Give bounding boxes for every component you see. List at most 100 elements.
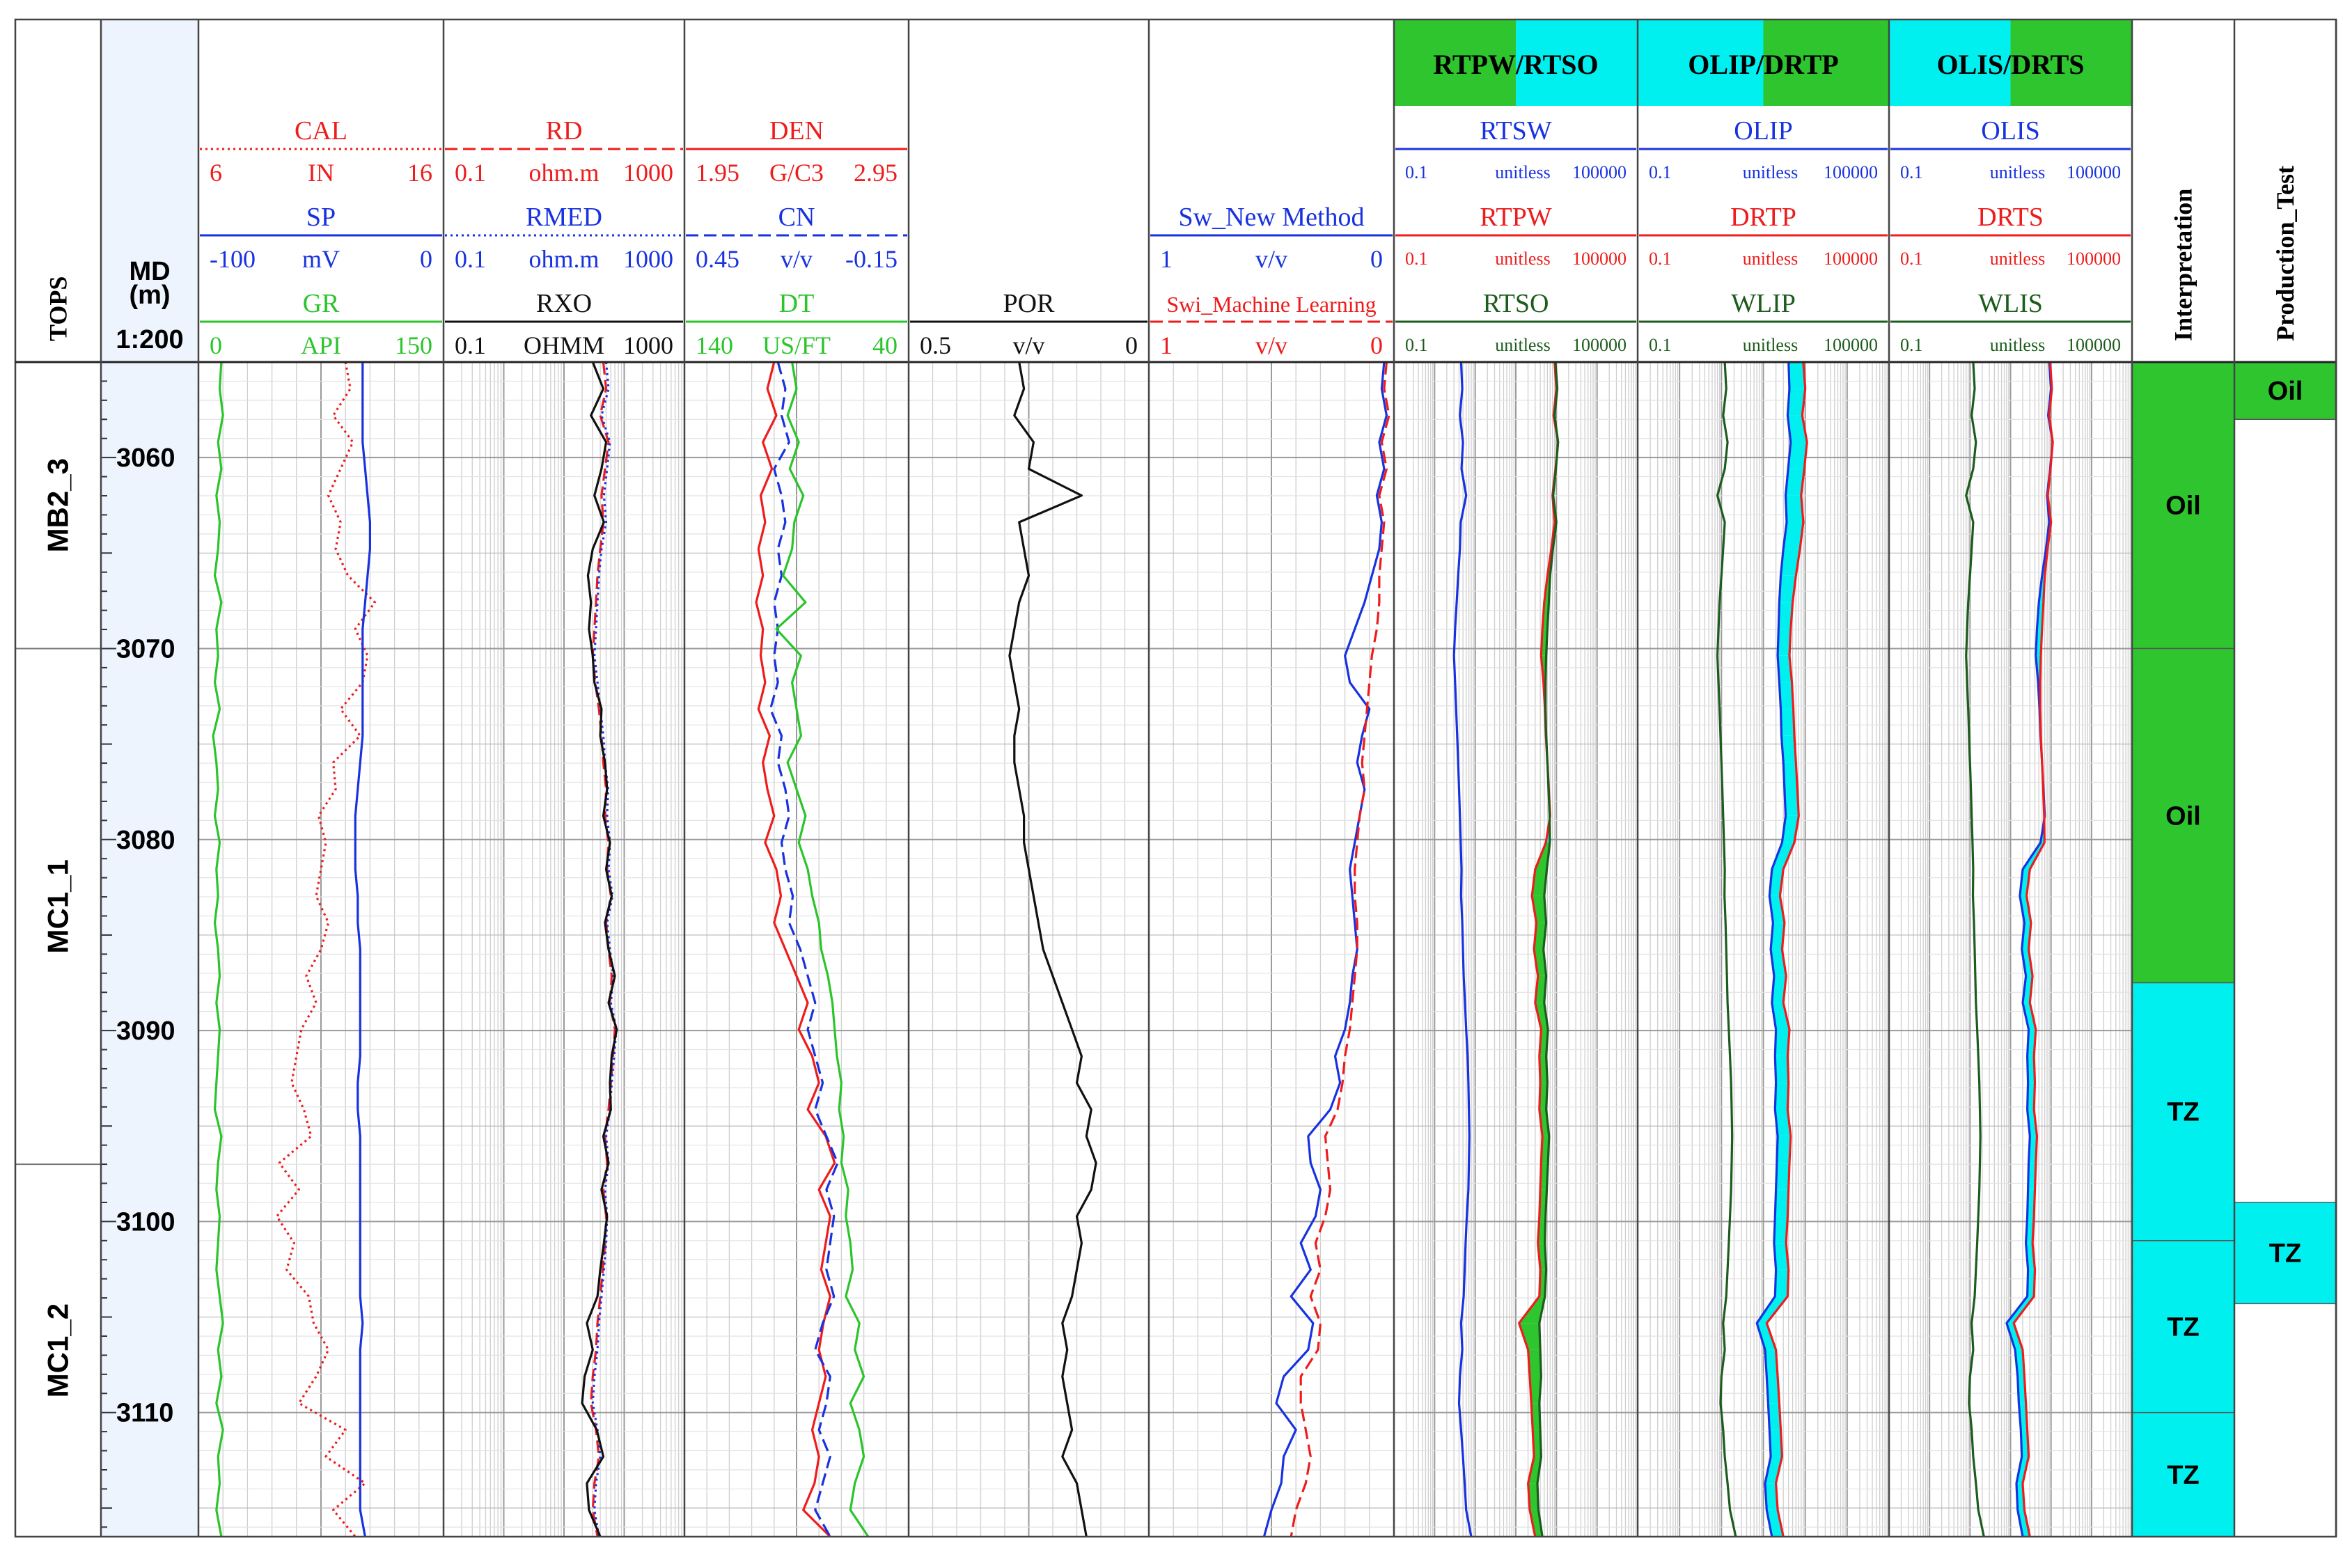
curve-header-drtp-min: 0.1 (1649, 249, 1672, 269)
curve-header-drtp-unit: unitless (1743, 249, 1798, 269)
curve-header-drts-max: 100000 (2067, 249, 2121, 269)
track-7-fill-segment (1771, 923, 1785, 950)
interpretation-interval-label: TZ (2167, 1098, 2199, 1127)
curve-header-wlis-name: WLIS (1978, 289, 2043, 318)
curve-header-gr-name: GR (303, 289, 340, 318)
track-7-fill-segment (1775, 1269, 1789, 1296)
track-7-fill-segment (1783, 762, 1798, 790)
curve-header-rxo-max: 1000 (623, 331, 673, 359)
track-7-fill-segment (1773, 1243, 1789, 1270)
curve-header-sw-new-method-max: 0 (1370, 245, 1383, 273)
depth-tick-label: 3110 (116, 1399, 173, 1428)
depth-tick-label: 3090 (116, 1017, 175, 1046)
production-test-header: Production_Test (2271, 166, 2299, 341)
depth-tick-label: 3100 (116, 1207, 175, 1237)
track-6-fill-segment (1532, 869, 1547, 896)
track-7-title-band-right (1763, 19, 1889, 106)
curve-rtso (1536, 361, 1560, 1537)
track-7-fill-segment (1785, 495, 1803, 523)
track-7-fill-segment (1775, 1029, 1789, 1056)
track-7-fill-segment (1778, 629, 1791, 656)
curve-header-olip-min: 0.1 (1649, 162, 1672, 182)
track-7-fill-segment (1779, 575, 1796, 603)
track-8-title-band-right (2010, 19, 2132, 106)
track-7-fill-segment (1775, 1109, 1791, 1136)
track-8-title-band-left (1889, 19, 2011, 106)
curve-header-sw-new-method-min: 1 (1160, 245, 1173, 273)
tops-header: TOPS (45, 276, 72, 341)
curve-wlis (1965, 361, 1985, 1537)
curve-rd (590, 361, 616, 1537)
production-test-interval-label: TZ (2269, 1239, 2301, 1269)
track-8-fill-segment (2027, 1056, 2035, 1083)
curve-drts (2012, 361, 2054, 1537)
curve-swi-machine-learning (1290, 361, 1390, 1537)
curve-header-dt-unit: US/FT (762, 331, 831, 359)
curve-header-den-unit: G/C3 (769, 159, 824, 187)
track-8-fill-segment (2016, 1456, 2029, 1484)
curve-header-rtso-max: 100000 (1572, 335, 1627, 355)
curve-header-wlip-unit: unitless (1743, 335, 1798, 355)
curve-header-cal-unit: IN (308, 159, 334, 187)
curve-header-olip-unit: unitless (1743, 162, 1798, 182)
track-6-fill-segment (1519, 1323, 1541, 1350)
track-7-fill-segment (1771, 1003, 1789, 1030)
curve-header-rtsw-min: 0.1 (1405, 162, 1428, 182)
track-7-fill-segment (1757, 1323, 1776, 1350)
curve-header-dt-max: 40 (872, 331, 898, 359)
curve-header-cal-name: CAL (295, 116, 347, 146)
curve-header-dt-name: DT (779, 289, 815, 318)
curve-header-por-unit: v/v (1012, 331, 1044, 359)
curve-header-wlis-unit: unitless (1990, 335, 2045, 355)
curve-header-wlis-max: 100000 (2067, 335, 2121, 355)
tops-zone-label: MC1_2 (42, 1303, 75, 1397)
track-7-fill-segment (1764, 1483, 1778, 1510)
curve-sp (354, 362, 372, 1537)
track-8-fill-segment (2028, 1136, 2037, 1163)
depth-tick-label: 3060 (116, 444, 175, 473)
curve-header-sp-min: -100 (210, 245, 256, 273)
track-7-title-band-left (1638, 19, 1764, 106)
curve-header-sw-new-method-unit: v/v (1255, 245, 1287, 273)
production-test-interval (2234, 1202, 2337, 1305)
curve-header-den-min: 1.95 (696, 159, 739, 187)
track-8-fill-segment (2027, 1083, 2035, 1110)
curve-header-olis-min: 0.1 (1900, 162, 1923, 182)
curve-header-olis-unit: unitless (1990, 162, 2045, 182)
curve-header-gr-min: 0 (210, 331, 222, 359)
curve-header-swi-machine-learning-min: 1 (1160, 331, 1173, 359)
track-7-fill-segment (1764, 1349, 1778, 1377)
track-6-fill-segment (1528, 1483, 1539, 1510)
curve-header-rtso-min: 0.1 (1405, 335, 1428, 355)
curve-por (1008, 361, 1097, 1537)
interpretation-interval (2131, 1240, 2235, 1413)
track-7-fill-segment (1780, 709, 1795, 736)
curve-wlip (1716, 361, 1737, 1537)
curve-header-cn-max: -0.15 (845, 245, 898, 273)
track-7-fill-segment (1787, 389, 1805, 416)
curve-header-cal-min: 6 (210, 159, 222, 187)
curve-header-por-name: POR (1003, 289, 1056, 318)
curve-olis (2005, 361, 2054, 1537)
depth-column-bg (101, 19, 198, 1537)
curve-header-olip-max: 100000 (1824, 162, 1878, 182)
curve-rxo (581, 361, 618, 1537)
curve-header-rtsw-max: 100000 (1572, 162, 1627, 182)
curve-header-rtso-name: RTSO (1483, 289, 1549, 318)
track-7-fill-segment (1775, 1189, 1789, 1216)
curve-header-wlip-max: 100000 (1824, 335, 1878, 355)
curve-header-rd-min: 0.1 (455, 159, 486, 187)
track-8-fill-segment (2027, 1189, 2035, 1216)
interpretation-header: Interpretation (2170, 189, 2197, 341)
track-7-fill-segment (1788, 362, 1805, 389)
curve-header-olip-name: OLIP (1734, 116, 1792, 146)
curve-rtpw (1518, 361, 1560, 1537)
track-8-fill-segment (2017, 1510, 2030, 1537)
track-6-fill-segment (1533, 1429, 1542, 1457)
tops-zone-label: MB2_3 (42, 458, 75, 552)
curve-sw-new-method (1262, 361, 1388, 1537)
interpretation-interval (2131, 648, 2235, 984)
track-7-fill-segment (1771, 975, 1787, 1003)
curve-header-den-name: DEN (769, 116, 824, 146)
curve-header-gr-max: 150 (395, 331, 432, 359)
